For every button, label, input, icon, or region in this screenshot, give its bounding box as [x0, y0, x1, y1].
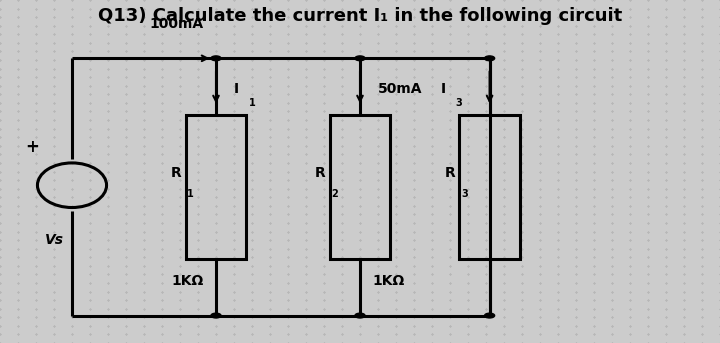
Text: 2: 2 — [331, 189, 338, 199]
Text: 50mA: 50mA — [378, 82, 423, 96]
Text: +: + — [25, 139, 40, 156]
Circle shape — [211, 313, 221, 318]
Circle shape — [355, 313, 365, 318]
Text: R: R — [315, 166, 325, 180]
Text: Q13) Calculate the current I₁ in the following circuit: Q13) Calculate the current I₁ in the fol… — [98, 7, 622, 25]
Text: I: I — [441, 82, 446, 96]
Text: I: I — [234, 82, 239, 96]
Text: R: R — [445, 166, 455, 180]
Text: 1KΩ: 1KΩ — [373, 274, 405, 288]
Text: 1: 1 — [249, 98, 256, 108]
Text: 1KΩ: 1KΩ — [171, 274, 203, 288]
Text: 3: 3 — [456, 98, 462, 108]
Text: 100mA: 100mA — [149, 17, 204, 31]
Circle shape — [211, 56, 221, 61]
Text: Vs: Vs — [45, 233, 63, 247]
Text: 1: 1 — [187, 189, 194, 199]
Circle shape — [485, 56, 495, 61]
Circle shape — [355, 56, 365, 61]
Text: 3: 3 — [461, 189, 468, 199]
Circle shape — [485, 313, 495, 318]
Text: R: R — [171, 166, 181, 180]
